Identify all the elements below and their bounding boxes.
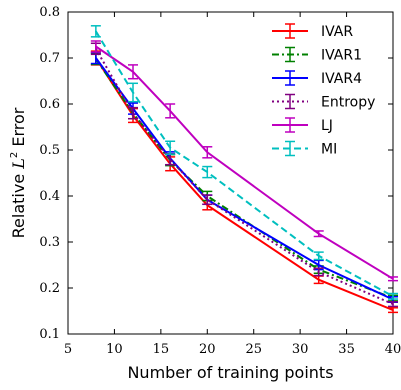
series-ivar4	[90, 51, 398, 304]
data-point	[132, 112, 134, 114]
data-point	[169, 110, 171, 112]
data-point	[392, 295, 394, 298]
legend-entry: LJ	[272, 117, 333, 134]
series-mi	[90, 25, 398, 300]
series-lj	[90, 40, 398, 282]
data-point	[132, 91, 134, 94]
y-axis-title-math: L	[9, 158, 28, 170]
data-point	[95, 57, 97, 59]
y-tick-label: 0.8	[39, 5, 60, 20]
data-point	[132, 71, 134, 73]
data-point	[206, 151, 209, 154]
legend-label: Entropy	[321, 95, 375, 111]
data-point	[317, 264, 320, 266]
x-tick-label: 40	[385, 342, 401, 357]
y-tick-label: 0.4	[39, 189, 60, 204]
legend-label: MI	[321, 142, 337, 158]
x-tick-label: 30	[292, 342, 309, 357]
legend-label: IVAR1	[321, 48, 362, 64]
x-tick-label: 5	[64, 342, 72, 357]
data-point	[392, 309, 394, 311]
data-point	[392, 278, 394, 280]
legend-entry: Entropy	[272, 93, 375, 111]
data-point	[392, 303, 394, 305]
series-ivar1	[90, 52, 398, 302]
y-axis-title-tail: Error	[9, 107, 28, 152]
legend: IVAR IVAR1 IVAR4 Entropy LJ MI	[272, 23, 375, 158]
legend-entry: MI	[272, 140, 337, 158]
y-axis-title: Relative L2 Error	[9, 107, 28, 238]
x-axis-title: Number of training points	[127, 363, 333, 382]
data-point	[95, 45, 97, 48]
data-point	[317, 271, 320, 273]
x-tick-label: 15	[153, 342, 170, 357]
y-axis-title-sup: 2	[9, 152, 20, 158]
legend-entry: IVAR4	[272, 70, 362, 87]
series-line	[95, 30, 394, 298]
data-point	[317, 232, 320, 235]
plot-area	[67, 11, 394, 335]
series-line	[95, 45, 394, 280]
legend-entry: IVAR1	[272, 46, 362, 64]
x-tick-label: 35	[338, 342, 355, 357]
x-tick-label: 20	[199, 342, 216, 357]
y-tick-label: 0.2	[39, 281, 60, 296]
y-tick-label: 0.3	[39, 235, 60, 250]
data-point	[169, 158, 171, 160]
series-entropy	[90, 42, 398, 308]
data-point	[317, 278, 320, 281]
data-point	[95, 30, 97, 33]
x-tick-label: 25	[245, 342, 262, 357]
y-axis-title-main: Relative	[9, 169, 28, 239]
legend-label: LJ	[321, 118, 333, 134]
series-layer	[90, 25, 398, 314]
y-tick-label: 0.6	[39, 97, 60, 112]
data-point	[317, 255, 320, 257]
legend-label: IVAR	[321, 24, 353, 40]
ticks-group: 5 10 15 20 25 30 35 40 0.1 0.2 0.3 0.4 0.5 0.6 0.7 0.8	[39, 5, 401, 357]
series-line	[94, 48, 394, 306]
data-point	[206, 171, 209, 173]
y-tick-label: 0.5	[39, 143, 60, 158]
series-ivar	[90, 50, 398, 314]
y-tick-label: 0.7	[39, 51, 60, 66]
data-point	[206, 198, 209, 201]
legend-entry: IVAR	[272, 23, 353, 40]
x-tick-label: 10	[106, 342, 123, 357]
data-point	[169, 146, 171, 149]
legend-label: IVAR4	[321, 71, 362, 87]
y-tick-label: 0.1	[39, 327, 60, 342]
